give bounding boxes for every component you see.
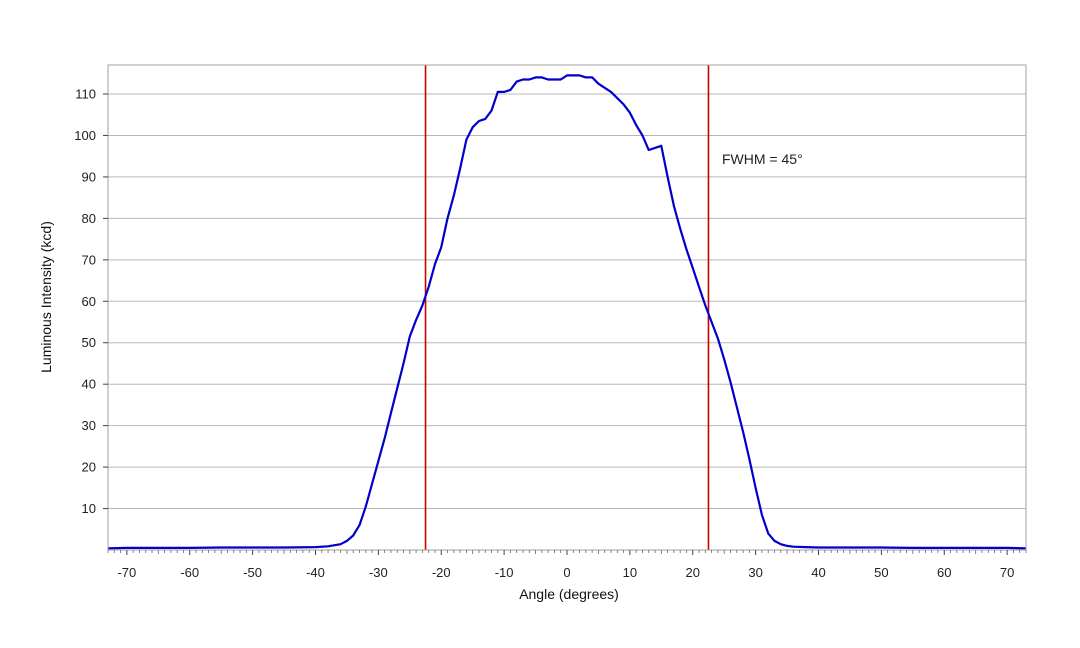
y-tick-label: 60 <box>82 294 96 309</box>
x-tick-label: 60 <box>937 565 951 580</box>
x-tick-label: 40 <box>811 565 825 580</box>
y-tick-label: 40 <box>82 377 96 392</box>
fwhm-markers <box>424 65 710 550</box>
annotation-fwhm: FWHM = 45° <box>722 151 803 167</box>
y-tick-label: 20 <box>82 460 96 475</box>
x-tick-label: -50 <box>243 565 262 580</box>
x-tick-label: 30 <box>748 565 762 580</box>
intensity-curve <box>107 74 1027 550</box>
x-tick-label: 70 <box>1000 565 1014 580</box>
y-tick-label: 100 <box>74 128 96 143</box>
plot-area <box>108 65 1026 550</box>
x-tick-label: 20 <box>686 565 700 580</box>
x-tick-label: -30 <box>369 565 388 580</box>
x-tick-label: -40 <box>306 565 325 580</box>
x-axis-title: Angle (degrees) <box>519 586 619 602</box>
y-axis-ticks: 10 20 30 40 50 60 70 80 90 100 110 <box>74 87 108 516</box>
x-tick-label: -20 <box>432 565 451 580</box>
x-tick-label: 50 <box>874 565 888 580</box>
y-tick-label: 50 <box>82 335 96 350</box>
x-tick-label: -70 <box>117 565 136 580</box>
y-tick-label: 10 <box>82 501 96 516</box>
x-axis-ticks: -70 -60 -50 -40 -30 -20 -10 0 10 20 30 40 50 60 70 <box>107 550 1027 580</box>
gridlines <box>108 93 1026 510</box>
x-tick-label: -10 <box>495 565 514 580</box>
x-tick-label: 10 <box>623 565 637 580</box>
x-tick-label: 0 <box>563 565 570 580</box>
y-tick-label: 80 <box>82 211 96 226</box>
y-axis-title: Luminous Intensity (kcd) <box>38 221 54 373</box>
y-tick-label: 70 <box>82 252 96 267</box>
y-tick-label: 110 <box>75 87 96 102</box>
x-tick-label: -60 <box>180 565 199 580</box>
y-tick-label: 90 <box>82 169 96 184</box>
y-tick-label: 30 <box>82 418 96 433</box>
